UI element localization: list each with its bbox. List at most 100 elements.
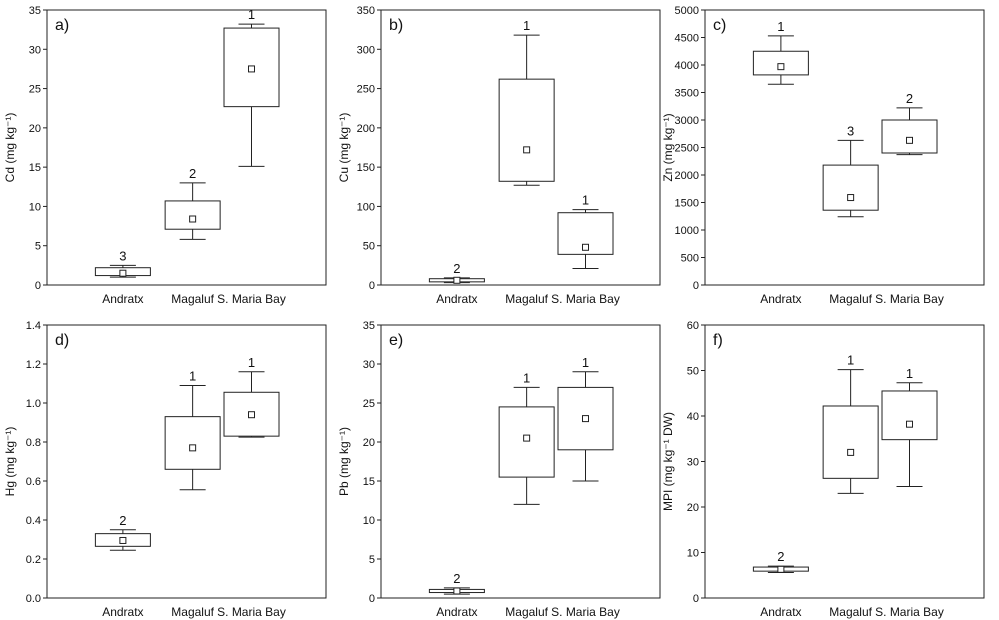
- y-tick-label: 40: [687, 411, 699, 423]
- category-label: Magaluf: [829, 605, 872, 619]
- y-tick-label: 300: [357, 44, 375, 56]
- panel-f: 0 10 20 30 40 50 60 f) MPI (mg kg⁻¹ DW) 2 Andratx 1…: [661, 320, 985, 619]
- group-label: 2: [189, 166, 196, 181]
- category-label: S. Maria Bay: [551, 292, 620, 306]
- median-marker: [906, 136, 914, 144]
- plot-frame: [380, 324, 661, 599]
- median-marker: [189, 444, 197, 452]
- y-tick-label: 50: [687, 366, 699, 378]
- panel-c: 0 500 1000 1500 2000 2500 3000 3500 4000 4500 5000…: [661, 5, 985, 306]
- box-iqr: [881, 390, 938, 441]
- group-label: 1: [582, 193, 589, 208]
- group-label: 2: [453, 261, 460, 276]
- panel-label: f): [713, 332, 723, 349]
- y-tick-label: 30: [29, 44, 41, 56]
- group-label: 1: [582, 355, 589, 370]
- median-marker: [847, 194, 855, 202]
- box-iqr: [822, 164, 879, 211]
- panel-label: d): [55, 332, 69, 349]
- y-axis-label: Hg (mg kg⁻¹): [3, 427, 17, 497]
- category-label: Magaluf: [829, 292, 872, 306]
- median-marker: [582, 243, 590, 251]
- group-label: 1: [777, 19, 784, 34]
- category-label: Magaluf: [171, 605, 214, 619]
- group-label: 1: [523, 370, 530, 385]
- category-label: Andratx: [102, 605, 143, 619]
- y-tick-label: 5: [35, 241, 41, 253]
- y-tick-label: 0.0: [26, 593, 41, 605]
- panel-label: e): [389, 332, 403, 349]
- y-tick-label: 10: [363, 515, 375, 527]
- y-tick-label: 0.8: [26, 437, 41, 449]
- median-marker: [119, 536, 127, 544]
- plot-frame: [380, 9, 661, 286]
- y-tick-label: 2000: [675, 170, 699, 182]
- category-label: S. Maria Bay: [217, 292, 286, 306]
- category-label: S. Maria Bay: [551, 605, 620, 619]
- y-tick-label: 500: [681, 253, 699, 265]
- y-axis-label: Pb (mg kg⁻¹): [337, 427, 351, 496]
- y-tick-label: 1000: [675, 225, 699, 237]
- y-tick-label: 20: [29, 123, 41, 135]
- y-tick-label: 15: [29, 162, 41, 174]
- y-tick-label: 60: [687, 320, 699, 332]
- y-tick-label: 35: [363, 320, 375, 332]
- category-label: Andratx: [436, 292, 477, 306]
- category-label: Andratx: [760, 605, 801, 619]
- y-tick-label: 2500: [675, 143, 699, 155]
- box-iqr: [498, 78, 555, 182]
- median-marker: [189, 215, 197, 223]
- median-marker: [906, 420, 914, 428]
- group-label: 2: [119, 513, 126, 528]
- category-label: Andratx: [436, 605, 477, 619]
- y-tick-label: 30: [687, 457, 699, 469]
- box-iqr: [164, 200, 221, 230]
- category-label: Magaluf: [505, 605, 548, 619]
- panel-d: 0.0 0.2 0.4 0.6 0.8 1.0 1.2 1.4 d) Hg (mg kg⁻¹) 2 A…: [3, 320, 327, 619]
- y-tick-label: 150: [357, 162, 375, 174]
- median-marker: [777, 63, 785, 71]
- y-tick-label: 1.2: [26, 359, 41, 371]
- y-tick-label: 5: [369, 554, 375, 566]
- panel-a: 0 5 10 15 20 25 30 35 a) Cd (mg kg⁻¹) 3 Andratx 2 Mag…: [3, 5, 327, 306]
- group-label: 2: [453, 571, 460, 586]
- panel-label: b): [389, 17, 403, 34]
- group-label: 1: [248, 7, 255, 22]
- y-tick-label: 15: [363, 476, 375, 488]
- y-tick-label: 0.6: [26, 476, 41, 488]
- plot-frame: [46, 9, 327, 286]
- group-label: 2: [777, 549, 784, 564]
- y-tick-label: 100: [357, 201, 375, 213]
- y-tick-label: 4000: [675, 60, 699, 72]
- median-marker: [119, 269, 127, 277]
- median-marker: [248, 65, 256, 73]
- y-tick-label: 200: [357, 123, 375, 135]
- y-tick-label: 35: [29, 5, 41, 17]
- y-tick-label: 50: [363, 241, 375, 253]
- median-marker: [523, 434, 531, 442]
- y-tick-label: 20: [687, 502, 699, 514]
- box-iqr: [498, 406, 555, 478]
- group-label: 1: [906, 366, 913, 381]
- median-marker: [847, 448, 855, 456]
- y-tick-label: 25: [363, 398, 375, 410]
- panel-label: c): [713, 17, 726, 34]
- category-label: S. Maria Bay: [217, 605, 286, 619]
- y-tick-label: 20: [363, 437, 375, 449]
- y-tick-label: 30: [363, 359, 375, 371]
- y-tick-label: 1.0: [26, 398, 41, 410]
- y-tick-label: 0: [369, 593, 375, 605]
- median-marker: [453, 276, 461, 284]
- median-marker: [248, 411, 256, 419]
- y-tick-label: 4500: [675, 33, 699, 45]
- plot-frame: [46, 324, 327, 599]
- category-label: Magaluf: [171, 292, 214, 306]
- y-tick-label: 350: [357, 5, 375, 17]
- group-label: 1: [189, 368, 196, 383]
- group-label: 1: [523, 18, 530, 33]
- median-marker: [523, 146, 531, 154]
- category-label: S. Maria Bay: [875, 292, 944, 306]
- panel-label: a): [55, 17, 69, 34]
- median-marker: [582, 415, 590, 423]
- group-label: 2: [906, 91, 913, 106]
